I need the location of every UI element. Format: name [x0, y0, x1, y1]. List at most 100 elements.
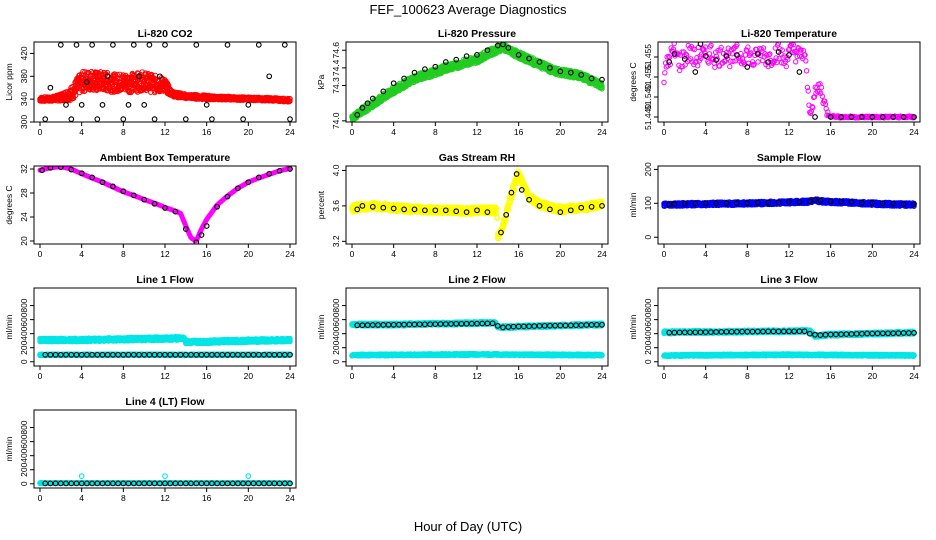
data-point — [547, 206, 553, 213]
sample-point — [767, 51, 773, 57]
x-tick-label: 0 — [38, 127, 43, 137]
data-point — [838, 114, 844, 120]
data-point — [442, 207, 449, 214]
sample-point — [671, 42, 677, 47]
data-point — [245, 179, 252, 186]
sample-point — [724, 49, 730, 56]
data-point — [198, 232, 205, 238]
panel-title: Li-820 CO2 — [138, 28, 193, 40]
data-point — [681, 56, 688, 62]
data-point — [702, 53, 709, 59]
x-tick-label: 8 — [121, 249, 126, 259]
data-point — [557, 68, 564, 75]
data-point — [146, 42, 153, 48]
data-point — [911, 114, 917, 120]
data-point — [536, 203, 543, 209]
data-point — [380, 88, 387, 95]
data-point — [518, 187, 525, 193]
data-point — [578, 204, 585, 211]
sample-point — [819, 93, 825, 99]
y-tick-label: 28 — [19, 188, 29, 198]
data-point — [463, 53, 470, 59]
sample-point — [714, 56, 720, 62]
data-point — [287, 166, 293, 172]
data-point — [214, 203, 220, 210]
data-point — [494, 42, 501, 49]
y-tick-label: 420 — [19, 46, 29, 60]
data-point — [182, 226, 189, 232]
data-point — [89, 174, 95, 181]
y-tick-label: 32 — [19, 164, 29, 174]
plot-area — [349, 42, 605, 122]
sample-line — [37, 166, 293, 244]
data-point — [508, 189, 515, 196]
data-point — [224, 193, 231, 200]
sample-point — [72, 92, 79, 99]
y-tick-label: 3.6 — [331, 200, 341, 212]
data-point — [47, 166, 54, 171]
x-tick-label: 8 — [433, 249, 438, 259]
panel-title: Ambient Box Temperature — [100, 152, 231, 164]
plot-area — [661, 196, 917, 209]
data-point — [209, 116, 215, 122]
data-point — [172, 208, 179, 215]
data-point — [130, 42, 137, 48]
sample-point — [666, 53, 672, 60]
x-tick-label: 24 — [285, 249, 295, 259]
data-point — [900, 114, 907, 120]
data-point — [557, 209, 564, 215]
data-point — [364, 100, 371, 107]
data-point — [401, 75, 407, 82]
data-point — [162, 205, 168, 211]
sample-point — [818, 90, 824, 97]
data-point — [599, 76, 605, 83]
y-tick-label: 51.540 — [643, 84, 653, 110]
data-point — [827, 114, 834, 120]
x-tick-label: 4 — [391, 127, 396, 137]
data-point — [162, 42, 168, 48]
x-tick-label: 24 — [285, 127, 295, 137]
data-point — [432, 63, 439, 70]
x-tick-label: 24 — [597, 249, 607, 259]
data-point — [182, 116, 189, 122]
data-point — [503, 211, 510, 218]
x-tick-label: 4 — [391, 249, 396, 259]
sample-point — [798, 47, 804, 53]
data-point — [588, 75, 595, 82]
series-samples — [37, 68, 293, 105]
sample-point — [691, 46, 698, 53]
x-tick-label: 12 — [472, 249, 482, 259]
data-point — [474, 52, 480, 58]
sample-point — [804, 84, 811, 91]
y-tick-label: 3.2 — [331, 235, 341, 247]
panel-title: Gas Stream RH — [439, 152, 515, 164]
x-tick-label: 16 — [202, 249, 212, 259]
y-tick-label: 51.440 — [643, 104, 653, 130]
data-point — [463, 209, 470, 215]
data-point — [68, 116, 75, 122]
series-averages — [354, 42, 605, 118]
data-point — [151, 200, 158, 207]
sample-point — [805, 88, 811, 94]
sample-point — [599, 200, 605, 207]
sample-point — [744, 48, 750, 54]
data-point — [156, 73, 163, 80]
series-averages — [42, 42, 293, 122]
data-point — [599, 203, 605, 209]
data-point — [411, 206, 418, 213]
series-averages — [666, 42, 917, 120]
x-tick-label: 20 — [244, 127, 254, 137]
sample-point — [79, 88, 85, 94]
x-tick-label: 4 — [703, 127, 708, 137]
x-tick-label: 0 — [38, 249, 43, 259]
y-tick-label: 74.0 — [331, 112, 341, 129]
sample-point — [803, 58, 809, 64]
data-point — [796, 69, 803, 75]
x-tick-label: 16 — [202, 127, 212, 137]
sample-point — [727, 63, 733, 70]
sample-point — [715, 47, 721, 54]
y-axis-label: kPa — [316, 74, 326, 89]
data-point — [266, 73, 273, 80]
